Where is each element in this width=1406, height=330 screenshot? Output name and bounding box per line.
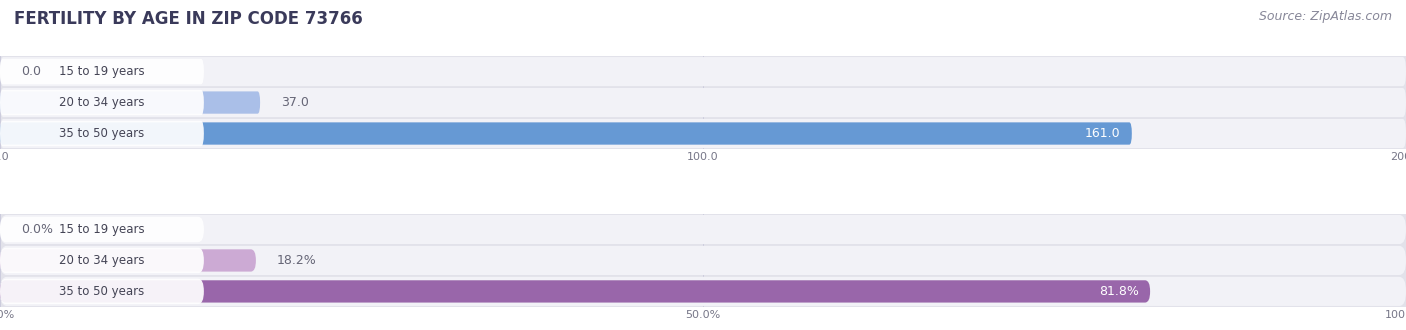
Text: 35 to 50 years: 35 to 50 years bbox=[59, 127, 145, 140]
FancyBboxPatch shape bbox=[0, 277, 1406, 306]
FancyBboxPatch shape bbox=[0, 280, 1150, 303]
Text: 18.2%: 18.2% bbox=[277, 254, 316, 267]
Text: FERTILITY BY AGE IN ZIP CODE 73766: FERTILITY BY AGE IN ZIP CODE 73766 bbox=[14, 10, 363, 28]
FancyBboxPatch shape bbox=[0, 88, 1406, 117]
Text: Source: ZipAtlas.com: Source: ZipAtlas.com bbox=[1258, 10, 1392, 23]
Text: 15 to 19 years: 15 to 19 years bbox=[59, 223, 145, 236]
Text: 81.8%: 81.8% bbox=[1099, 285, 1139, 298]
Text: 15 to 19 years: 15 to 19 years bbox=[59, 65, 145, 78]
Text: 20 to 34 years: 20 to 34 years bbox=[59, 96, 145, 109]
FancyBboxPatch shape bbox=[0, 90, 204, 115]
FancyBboxPatch shape bbox=[0, 215, 1406, 244]
FancyBboxPatch shape bbox=[0, 217, 204, 242]
Text: 161.0: 161.0 bbox=[1085, 127, 1121, 140]
FancyBboxPatch shape bbox=[0, 91, 260, 114]
Text: 0.0: 0.0 bbox=[21, 65, 41, 78]
FancyBboxPatch shape bbox=[0, 248, 204, 273]
FancyBboxPatch shape bbox=[0, 121, 204, 146]
FancyBboxPatch shape bbox=[0, 57, 1406, 86]
Text: 0.0%: 0.0% bbox=[21, 223, 53, 236]
FancyBboxPatch shape bbox=[0, 279, 204, 304]
FancyBboxPatch shape bbox=[0, 249, 256, 272]
FancyBboxPatch shape bbox=[0, 246, 1406, 275]
Text: 37.0: 37.0 bbox=[281, 96, 309, 109]
Text: 35 to 50 years: 35 to 50 years bbox=[59, 285, 145, 298]
FancyBboxPatch shape bbox=[0, 122, 1132, 145]
Text: 20 to 34 years: 20 to 34 years bbox=[59, 254, 145, 267]
FancyBboxPatch shape bbox=[0, 59, 204, 84]
FancyBboxPatch shape bbox=[0, 119, 1406, 148]
